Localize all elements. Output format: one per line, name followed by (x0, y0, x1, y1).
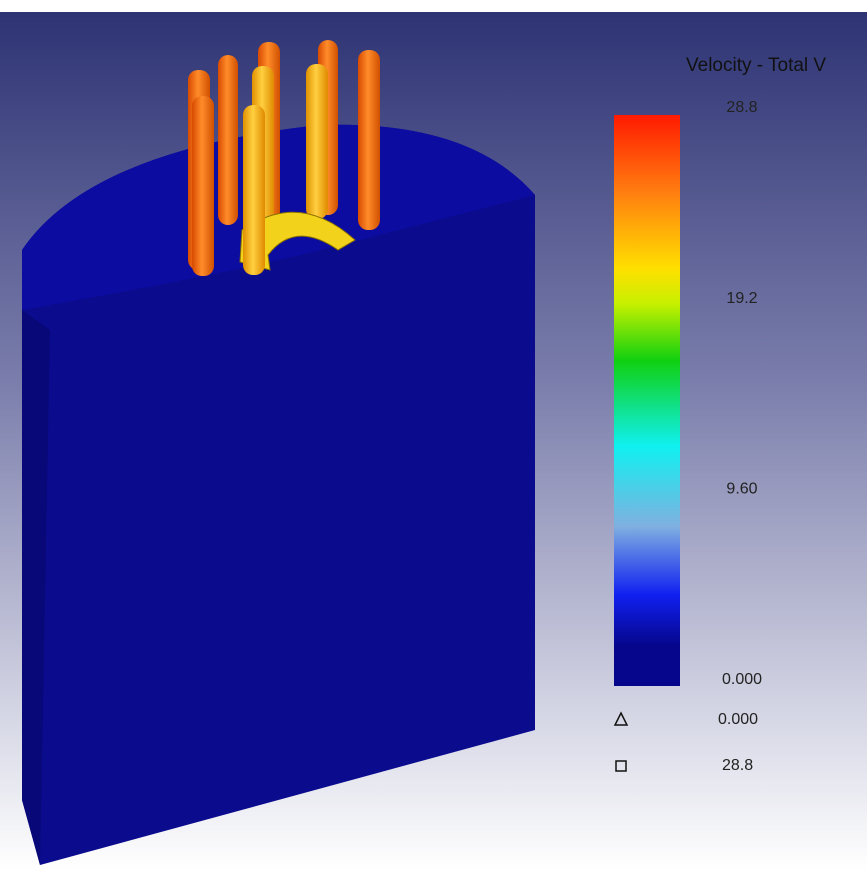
tick-label: 9.60 (726, 481, 757, 498)
color-bar (614, 115, 680, 686)
tube (218, 55, 238, 225)
legend-title: Velocity - Total V (686, 55, 826, 76)
min-label: 0.000 (718, 711, 758, 728)
max-label: 28.8 (722, 757, 753, 774)
page: Velocity - Total V 28.8 19.2 9.60 0.000 0.0… (0, 0, 867, 870)
tube (306, 64, 328, 219)
tube (192, 96, 214, 276)
tick-label: 28.8 (726, 99, 757, 116)
tick-label: 19.2 (726, 290, 757, 307)
tube (358, 50, 380, 230)
top-border (0, 0, 867, 12)
tick-label: 0.000 (722, 671, 762, 688)
viewport: Velocity - Total V 28.8 19.2 9.60 0.000 0.0… (0, 0, 867, 870)
tube (243, 105, 265, 275)
